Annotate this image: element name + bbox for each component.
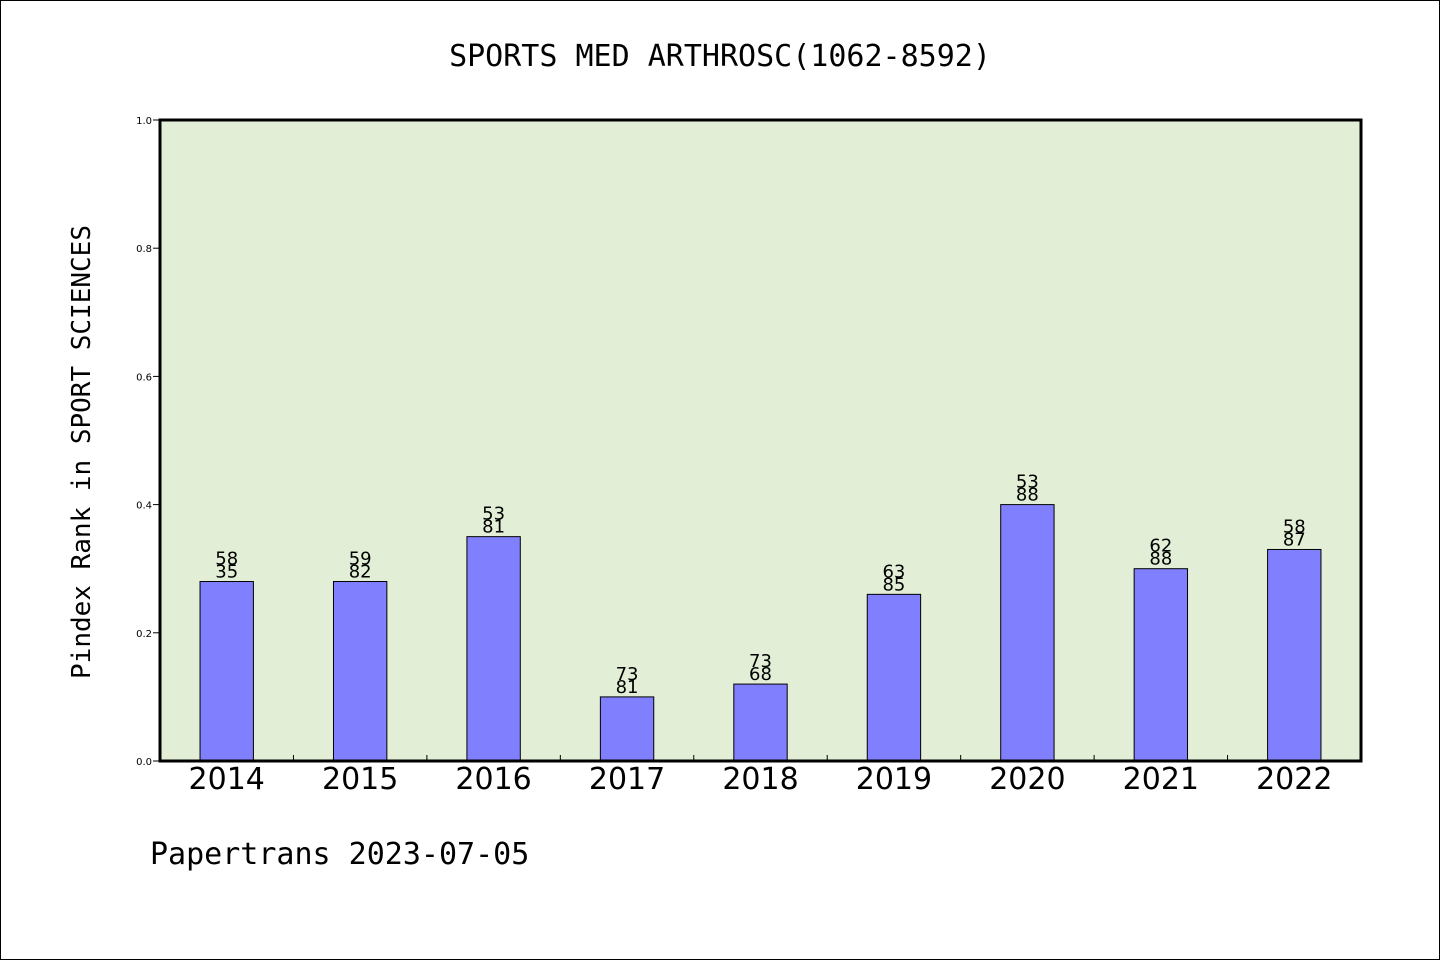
x-tick-label: 2021 bbox=[1123, 762, 1199, 797]
x-tick-label: 2014 bbox=[189, 762, 265, 797]
bar bbox=[866, 593, 922, 762]
bar-data-label: 68 bbox=[749, 664, 772, 685]
y-tick-label: 0.6 bbox=[136, 372, 152, 383]
bar-data-label: 63 bbox=[882, 561, 905, 582]
y-axis: 0.0 0.2 0.4 0.6 0.8 1.0 bbox=[136, 116, 160, 768]
bar-data-label: 87 bbox=[1283, 529, 1306, 550]
bar-data-label: 58 bbox=[215, 549, 238, 570]
x-tick-label: 2020 bbox=[989, 762, 1065, 797]
plot-border bbox=[158, 118, 1363, 763]
bar-data-label: 82 bbox=[349, 562, 372, 583]
bar bbox=[466, 536, 521, 762]
bar-data-label: 58 bbox=[1283, 516, 1306, 537]
y-tick-label: 1.0 bbox=[136, 116, 152, 127]
x-tick-label: 2018 bbox=[722, 762, 798, 797]
x-tick-label: 2016 bbox=[455, 762, 531, 797]
bar-data-label: 81 bbox=[616, 677, 639, 698]
bar-data-label: 88 bbox=[1016, 485, 1039, 506]
x-tick-label: 2017 bbox=[589, 762, 665, 797]
y-tick-label: 0.2 bbox=[136, 629, 152, 640]
footer-credit: Papertrans 2023-07-05 bbox=[150, 837, 529, 872]
chart-title: SPORTS MED ARTHROSC(1062-8592) bbox=[449, 39, 991, 74]
bar-data-label: 73 bbox=[749, 651, 772, 672]
bar-data-label: 62 bbox=[1149, 536, 1172, 557]
x-tick-label: 2019 bbox=[856, 762, 932, 797]
bar bbox=[332, 581, 388, 762]
x-tick-label: 2015 bbox=[322, 762, 398, 797]
y-tick-label: 0.4 bbox=[136, 501, 152, 512]
bar bbox=[1000, 504, 1055, 762]
bar-data-label: 73 bbox=[616, 664, 639, 685]
bar bbox=[733, 683, 788, 762]
y-tick-label: 0.0 bbox=[136, 757, 152, 768]
bar bbox=[599, 696, 655, 762]
bar-data-label: 35 bbox=[215, 562, 238, 583]
bar-data-label: 59 bbox=[349, 549, 372, 570]
y-axis-label: Pindex Rank in SPORT SCIENCES bbox=[67, 225, 97, 679]
bar-data-label: 88 bbox=[1149, 549, 1172, 570]
y-tick-label: 0.8 bbox=[136, 244, 152, 255]
bar-data-label: 53 bbox=[1016, 472, 1039, 493]
x-tick-label: 2022 bbox=[1256, 762, 1332, 797]
bar-data-label: 53 bbox=[482, 504, 505, 525]
bar bbox=[1267, 548, 1322, 762]
bar bbox=[1133, 568, 1189, 762]
bar-data-label: 85 bbox=[882, 574, 905, 595]
x-axis: 2014 2015 2016 2017 2018 2019 2020 2021 2022 bbox=[189, 755, 1332, 797]
bar-data-label: 81 bbox=[482, 517, 505, 538]
bar bbox=[199, 581, 254, 762]
